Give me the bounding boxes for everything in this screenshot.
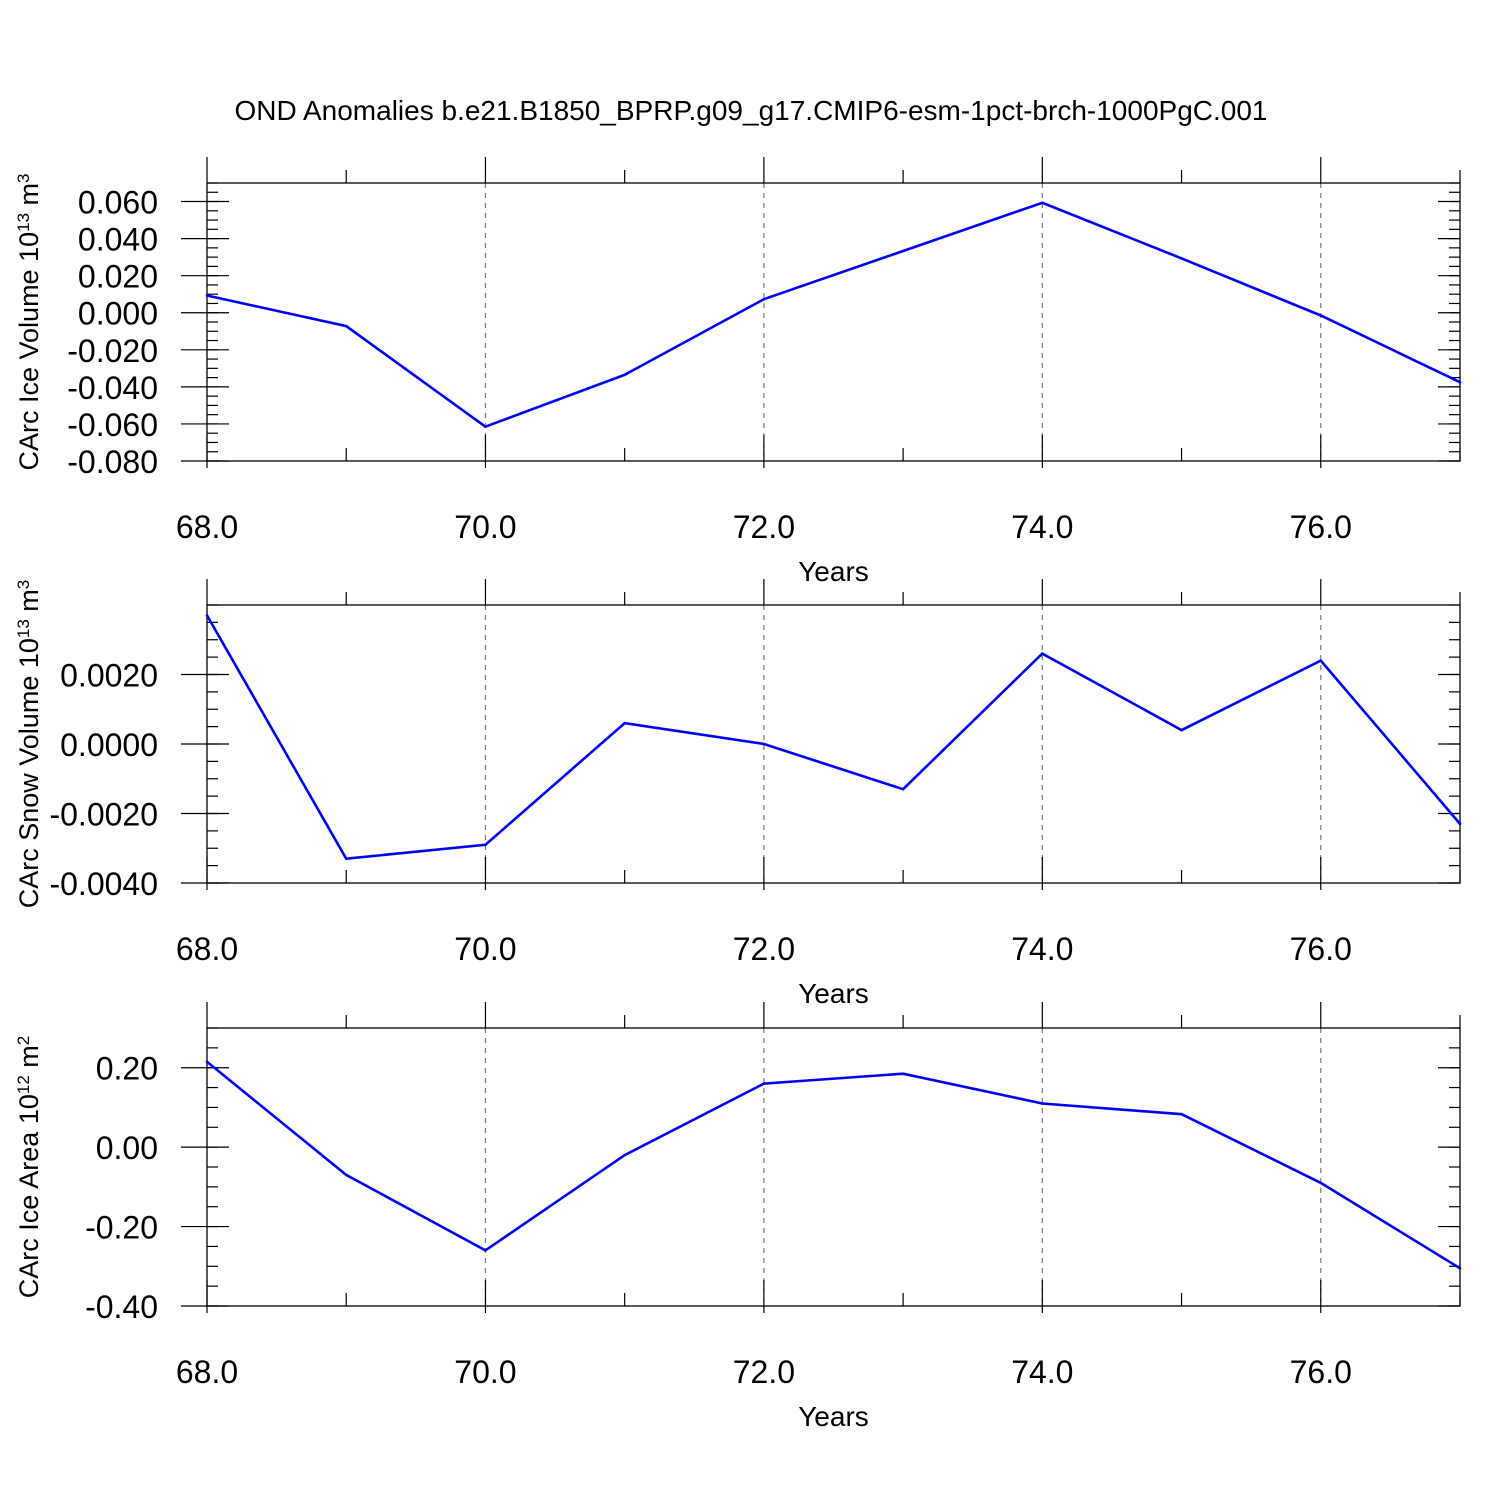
y-label-unit-exponent: 2 — [14, 1036, 33, 1045]
x-tick-label: 68.0 — [176, 509, 238, 545]
data-point — [623, 721, 626, 725]
x-tick-label: 72.0 — [733, 931, 795, 967]
series-line — [206, 1060, 1461, 1270]
y-tick-label: 0.040 — [78, 222, 158, 258]
x-axis-label: Years — [798, 1401, 869, 1432]
y-label-unit: m — [14, 183, 44, 213]
y-axis-label: CArc Snow Volume 1013 m3 — [14, 580, 45, 909]
panel-snow-volume: 68.0 70.0 72.0 74.0 76.0 -0.0040 -0.0020 0.0000… — [14, 579, 1462, 1009]
series-line — [206, 201, 1461, 429]
data-point — [1319, 659, 1323, 662]
y-label-exponent: 13 — [14, 213, 33, 232]
y-tick-label: -0.020 — [67, 333, 158, 369]
data-point — [205, 294, 209, 297]
x-tick-label: 70.0 — [454, 1354, 516, 1390]
data-point — [1319, 1181, 1323, 1185]
y-label-unit: m — [14, 589, 44, 619]
data-point — [1180, 728, 1183, 732]
data-point — [1458, 822, 1462, 826]
y-axis-label: CArc Ice Area 1012 m2 — [14, 1036, 45, 1299]
data-point — [484, 1249, 487, 1252]
x-axis-label: Years — [798, 556, 869, 587]
data-point — [901, 249, 905, 253]
panels: 68.0 70.0 72.0 74.0 76.0-0.080-0.060-0.040-0… — [14, 157, 1462, 1432]
data-point — [623, 373, 626, 377]
y-tick-label: -0.040 — [67, 370, 158, 406]
data-point — [762, 742, 766, 746]
y-label-text: CArc Ice Area 10 — [14, 1094, 44, 1298]
data-point — [1458, 1266, 1462, 1270]
y-label-exponent: 12 — [14, 1075, 33, 1094]
y-tick-label: -0.40 — [85, 1289, 158, 1325]
y-tick-label: 0.20 — [96, 1051, 158, 1087]
x-tick-label: 74.0 — [1011, 1354, 1073, 1390]
x-tick-label: 76.0 — [1290, 1354, 1352, 1390]
panel-ice-volume: 68.0 70.0 72.0 74.0 76.0 -0.080-0.060-0.040-0… — [14, 157, 1462, 587]
y-axis-label: CArc Ice Volume 1013 m3 — [14, 173, 45, 470]
x-tick-label: 68.0 — [176, 931, 238, 967]
y-label-text: CArc Snow Volume 10 — [14, 638, 44, 908]
x-tick-label: 70.0 — [454, 509, 516, 545]
y-tick-label: -0.20 — [85, 1210, 158, 1246]
data-point — [901, 787, 905, 791]
x-tick-label: 72.0 — [733, 1354, 795, 1390]
figure-title: OND Anomalies b.e21.B1850_BPRP.g09_g17.C… — [235, 95, 1268, 126]
x-axis-label: Years — [798, 978, 869, 1009]
y-tick-label: 0.000 — [78, 296, 158, 332]
data-point — [344, 324, 348, 328]
plot-frame — [206, 182, 1461, 462]
x-tick-label: 74.0 — [1011, 931, 1073, 967]
y-label-unit-exponent: 3 — [14, 580, 33, 589]
x-tick-label: 76.0 — [1290, 509, 1352, 545]
data-point — [1041, 201, 1044, 205]
x-tick-label: 70.0 — [454, 931, 516, 967]
x-tick-label: 76.0 — [1290, 931, 1352, 967]
data-point — [205, 1060, 209, 1064]
data-point — [1319, 314, 1323, 317]
x-tick-label: 68.0 — [176, 1354, 238, 1390]
data-point — [901, 1072, 905, 1075]
y-label-text: CArc Ice Volume 10 — [14, 232, 44, 471]
x-tick-label: 72.0 — [733, 509, 795, 545]
y-tick-label: -0.080 — [67, 444, 158, 480]
y-tick-label: 0.0000 — [60, 727, 158, 763]
y-tick-label: 0.060 — [78, 185, 158, 221]
data-point — [344, 857, 348, 860]
data-point — [484, 843, 487, 847]
data-point — [1458, 380, 1462, 384]
data-point — [1180, 1112, 1183, 1116]
y-tick-label: -0.0040 — [49, 866, 158, 902]
y-tick-label: -0.060 — [67, 407, 158, 443]
y-tick-label: 0.0020 — [60, 658, 158, 694]
data-point — [623, 1153, 626, 1157]
plot-frame — [206, 1027, 1461, 1307]
data-point — [1041, 1102, 1044, 1105]
data-point — [1180, 257, 1183, 260]
y-label-exponent: 13 — [14, 619, 33, 638]
y-label-unit: m — [14, 1045, 44, 1075]
data-point — [484, 425, 487, 429]
series-line — [205, 614, 1461, 861]
y-tick-label: 0.020 — [78, 259, 158, 295]
data-point — [762, 297, 766, 301]
data-point — [762, 1082, 766, 1085]
y-tick-label: 0.00 — [96, 1130, 158, 1166]
x-tick-label: 74.0 — [1011, 509, 1073, 545]
data-point — [1041, 652, 1044, 655]
y-label-unit-exponent: 3 — [14, 173, 33, 182]
panel-ice-area: 68.0 70.0 72.0 74.0 76.0 -0.40 -0.20 0.00 0.20 Ye… — [14, 1002, 1462, 1432]
y-tick-label: -0.0020 — [49, 797, 158, 833]
data-point — [344, 1173, 348, 1177]
plot-frame — [206, 604, 1461, 884]
data-point — [205, 614, 209, 617]
